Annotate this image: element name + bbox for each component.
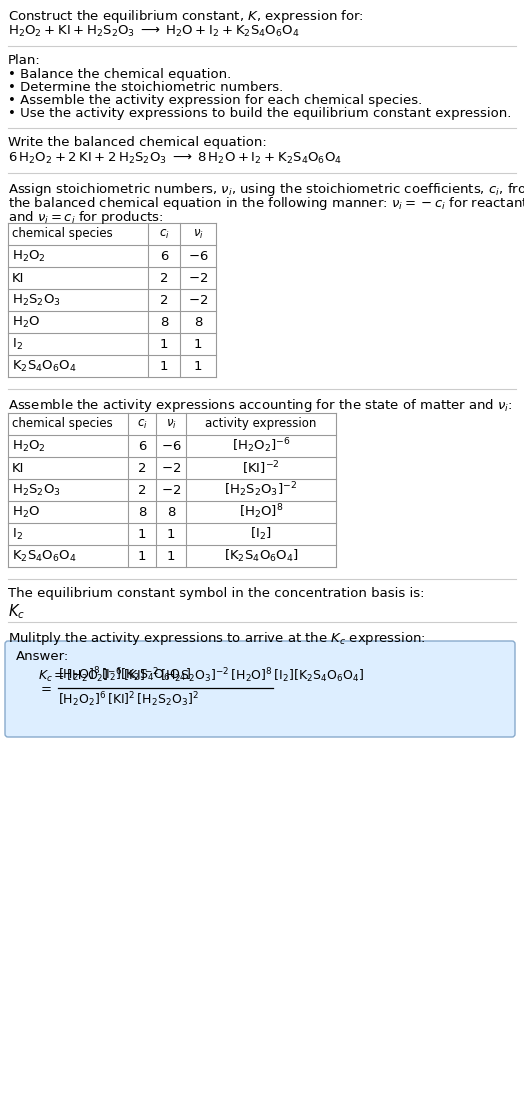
Text: $-2$: $-2$ [188,293,208,307]
Text: chemical species: chemical species [12,417,113,430]
Text: $-2$: $-2$ [161,484,181,496]
Text: $[\mathrm{H_2O}]^8\,[\mathrm{I_2}][\mathrm{K_2S_4O_6O_4}]$: $[\mathrm{H_2O}]^8\,[\mathrm{I_2}][\math… [58,666,191,684]
Text: The equilibrium constant symbol in the concentration basis is:: The equilibrium constant symbol in the c… [8,587,424,600]
Text: 1: 1 [138,528,146,541]
Text: $-2$: $-2$ [161,461,181,474]
FancyBboxPatch shape [5,641,515,737]
Text: 1: 1 [138,550,146,563]
Text: 8: 8 [167,506,175,519]
Text: 1: 1 [194,337,202,350]
Text: and $\nu_i = c_i$ for products:: and $\nu_i = c_i$ for products: [8,209,163,226]
Text: Answer:: Answer: [16,650,69,662]
Text: $\mathrm{H_2O_2 + KI + H_2S_2O_3 \;\longrightarrow\; H_2O + I_2 + K_2S_4O_6O_4}$: $\mathrm{H_2O_2 + KI + H_2S_2O_3 \;\long… [8,24,300,39]
Text: $-6$: $-6$ [188,250,209,263]
Text: $\mathrm{I_2}$: $\mathrm{I_2}$ [12,527,23,542]
Text: Mulitply the activity expressions to arrive at the $K_c$ expression:: Mulitply the activity expressions to arr… [8,630,426,647]
Text: 2: 2 [138,461,146,474]
Text: $\mathrm{H_2S_2O_3}$: $\mathrm{H_2S_2O_3}$ [12,292,61,308]
Text: Write the balanced chemical equation:: Write the balanced chemical equation: [8,136,267,149]
Text: the balanced chemical equation in the following manner: $\nu_i = -c_i$ for react: the balanced chemical equation in the fo… [8,195,524,212]
Text: 2: 2 [138,484,146,496]
Text: $\mathrm{I_2}$: $\mathrm{I_2}$ [12,336,23,351]
Text: 8: 8 [138,506,146,519]
Text: $\mathrm{K_2S_4O_6O_4}$: $\mathrm{K_2S_4O_6O_4}$ [12,549,77,564]
Text: KI: KI [12,272,25,285]
Text: 1: 1 [194,359,202,372]
Text: 8: 8 [194,315,202,328]
Text: 1: 1 [167,528,175,541]
Text: $c_i$: $c_i$ [137,417,147,430]
Text: $[\mathrm{H_2O}]^8$: $[\mathrm{H_2O}]^8$ [239,503,283,521]
Text: $=$: $=$ [38,681,52,694]
Text: $-6$: $-6$ [161,439,181,452]
Text: $\mathrm{H_2O}$: $\mathrm{H_2O}$ [12,314,40,330]
Text: $[\mathrm{KI}]^{-2}$: $[\mathrm{KI}]^{-2}$ [242,459,280,476]
Text: 1: 1 [160,337,168,350]
Text: $\mathrm{H_2O_2}$: $\mathrm{H_2O_2}$ [12,249,46,264]
Text: chemical species: chemical species [12,228,113,241]
Text: 1: 1 [167,550,175,563]
Text: 2: 2 [160,272,168,285]
Text: Assign stoichiometric numbers, $\nu_i$, using the stoichiometric coefficients, $: Assign stoichiometric numbers, $\nu_i$, … [8,181,524,198]
Text: Plan:: Plan: [8,54,41,67]
Text: $K_c = [\mathrm{H_2O_2}]^{-6}\,[\mathrm{KI}]^{-2}\,[\mathrm{H_2S_2O_3}]^{-2}\,[\: $K_c = [\mathrm{H_2O_2}]^{-6}\,[\mathrm{… [38,666,364,684]
Text: $[\mathrm{H_2S_2O_3}]^{-2}$: $[\mathrm{H_2S_2O_3}]^{-2}$ [224,481,298,499]
Text: $K_c$: $K_c$ [8,602,25,621]
Text: 8: 8 [160,315,168,328]
Text: $\mathrm{6\,H_2O_2 + 2\,KI + 2\,H_2S_2O_3 \;\longrightarrow\; 8\,H_2O + I_2 + K_: $\mathrm{6\,H_2O_2 + 2\,KI + 2\,H_2S_2O_… [8,151,342,166]
Text: $-2$: $-2$ [188,272,208,285]
Text: activity expression: activity expression [205,417,316,430]
Text: • Use the activity expressions to build the equilibrium constant expression.: • Use the activity expressions to build … [8,107,511,120]
Text: $\mathrm{H_2O}$: $\mathrm{H_2O}$ [12,505,40,519]
Text: 6: 6 [138,439,146,452]
Text: $[\mathrm{I_2}]$: $[\mathrm{I_2}]$ [250,526,272,542]
Text: Assemble the activity expressions accounting for the state of matter and $\nu_i$: Assemble the activity expressions accoun… [8,397,512,414]
Text: • Balance the chemical equation.: • Balance the chemical equation. [8,68,231,81]
Text: 6: 6 [160,250,168,263]
Text: $\mathrm{H_2S_2O_3}$: $\mathrm{H_2S_2O_3}$ [12,483,61,497]
Text: $c_i$: $c_i$ [159,228,169,241]
Text: • Determine the stoichiometric numbers.: • Determine the stoichiometric numbers. [8,81,283,94]
Text: $[\mathrm{K_2S_4O_6O_4}]$: $[\mathrm{K_2S_4O_6O_4}]$ [224,548,298,564]
Text: 1: 1 [160,359,168,372]
Text: • Assemble the activity expression for each chemical species.: • Assemble the activity expression for e… [8,94,422,107]
Text: Construct the equilibrium constant, $K$, expression for:: Construct the equilibrium constant, $K$,… [8,8,364,25]
Text: $\nu_i$: $\nu_i$ [193,228,203,241]
Text: $[\mathrm{H_2O_2}]^{-6}$: $[\mathrm{H_2O_2}]^{-6}$ [232,437,290,456]
Text: $\mathrm{K_2S_4O_6O_4}$: $\mathrm{K_2S_4O_6O_4}$ [12,358,77,373]
Text: 2: 2 [160,293,168,307]
Text: $\nu_i$: $\nu_i$ [166,417,177,430]
Text: $[\mathrm{H_2O_2}]^6\,[\mathrm{KI}]^2\,[\mathrm{H_2S_2O_3}]^2$: $[\mathrm{H_2O_2}]^6\,[\mathrm{KI}]^2\,[… [58,690,199,708]
Text: KI: KI [12,461,25,474]
Text: $\mathrm{H_2O_2}$: $\mathrm{H_2O_2}$ [12,438,46,453]
